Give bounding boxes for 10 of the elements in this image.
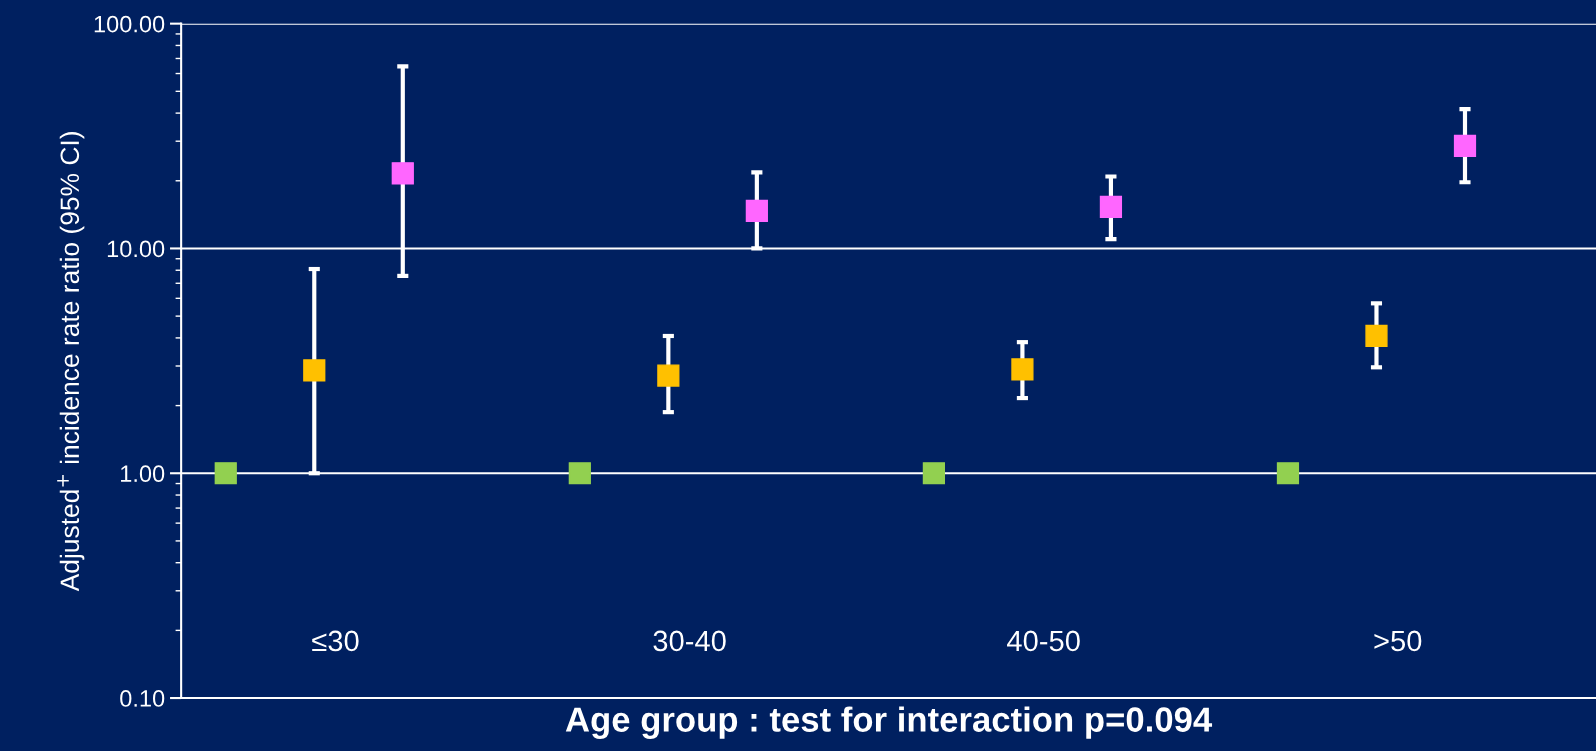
x-tick-label: >50: [1374, 630, 1422, 652]
x-axis-title: Age group : test for interaction p=0.094: [565, 706, 1213, 739]
x-tick-label: ≤30: [312, 630, 359, 652]
y-tick-label: 10.00: [107, 240, 165, 258]
x-tick-label: 30-40: [653, 630, 726, 652]
x-tick-label: 40-50: [1007, 630, 1080, 652]
y-axis-title: Adjusted$^{+}$ incidence rate ratio (95% CI): [57, 132, 85, 592]
y-tick-label: 100.00: [94, 15, 165, 33]
y-tick-label: 1.00: [121, 465, 165, 483]
y-tick-label: 0.10: [120, 690, 165, 707]
